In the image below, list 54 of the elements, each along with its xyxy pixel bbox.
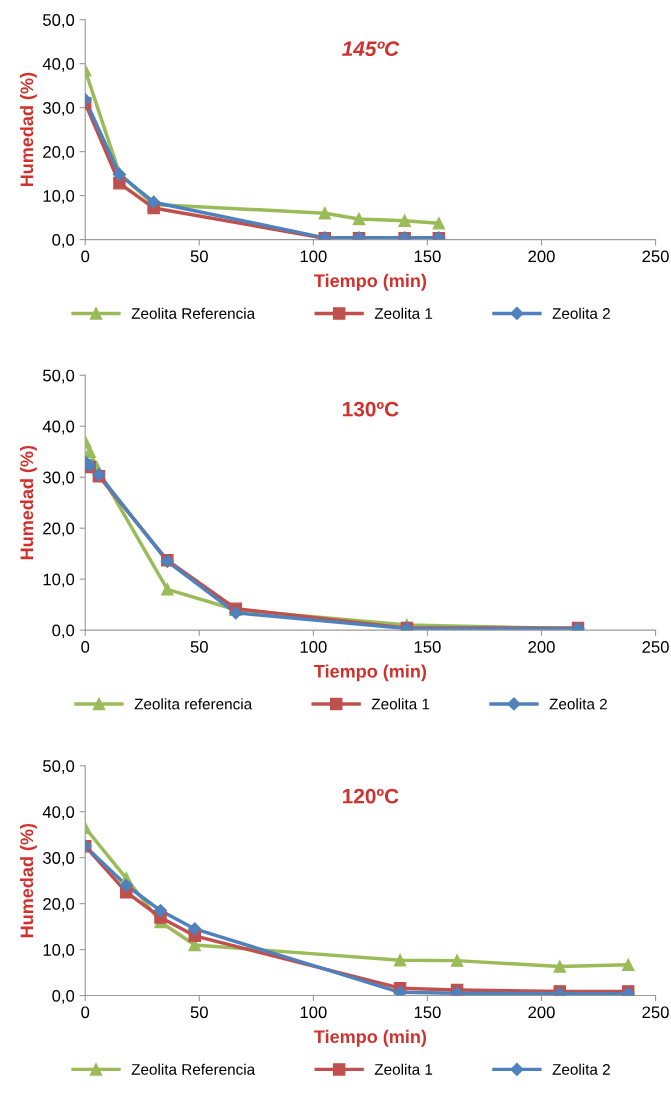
x-tick-label: 250 — [642, 1006, 669, 1019]
y-tick-label: 50,0 — [43, 760, 75, 774]
x-tick-label: 150 — [414, 641, 441, 653]
y-tick-label: 10,0 — [43, 190, 75, 204]
y-tick-label: 30,0 — [43, 471, 75, 486]
x-tick-label: 250 — [642, 250, 669, 263]
y-tick-label: 30,0 — [43, 852, 75, 866]
x-axis-title: Tiempo (min) — [314, 664, 427, 682]
x-tick-label: 150 — [414, 1006, 441, 1019]
legend-label: Zeolita 2 — [552, 307, 610, 319]
x-tick-label: 200 — [528, 641, 555, 653]
legend-label: Zeolita Referencia — [131, 307, 256, 319]
x-tick-label: 200 — [528, 250, 555, 263]
y-tick-label: 40,0 — [42, 420, 75, 435]
y-tick-label: 40,0 — [42, 58, 75, 72]
y-axis-title: Humedad (%) — [19, 823, 37, 938]
x-tick-label: 50 — [190, 250, 208, 263]
x-tick-label: 50 — [190, 1006, 208, 1019]
x-tick-label: 150 — [414, 250, 441, 263]
y-tick-label: 30,0 — [43, 102, 75, 116]
legend-label: Zeolita 2 — [549, 698, 607, 710]
y-tick-label: 0,0 — [52, 989, 75, 1004]
x-tick-label: 50 — [190, 641, 208, 653]
x-tick-label: 100 — [300, 641, 327, 653]
text: 145ºC — [342, 41, 400, 57]
y-tick-label: 40,0 — [42, 806, 75, 820]
y-tick-label: 20,0 — [43, 146, 75, 160]
y-tick-label: 50,0 — [43, 369, 75, 384]
y-tick-label: 20,0 — [43, 522, 75, 537]
x-tick-label: 100 — [300, 250, 327, 263]
y-axis-title: Humedad (%) — [19, 72, 37, 187]
y-tick-label: 10,0 — [43, 943, 75, 958]
y-tick-label: 20,0 — [43, 898, 75, 912]
y-tick-label: 0,0 — [52, 233, 75, 248]
x-axis-title: Tiempo (min) — [314, 273, 427, 291]
x-tick-label: 0 — [81, 250, 90, 263]
x-tick-label: 0 — [81, 641, 90, 653]
x-tick-label: 100 — [300, 1006, 327, 1019]
legend-label: Zeolita 1 — [374, 1063, 433, 1075]
legend-label: Zeolita 1 — [371, 698, 430, 710]
y-tick-label: 10,0 — [43, 573, 75, 588]
x-tick-label: 0 — [81, 1006, 90, 1019]
legend-label: Zeolita 1 — [374, 307, 433, 319]
y-tick-label: 0,0 — [52, 624, 75, 639]
y-axis-title: Humedad (%) — [19, 445, 37, 560]
text: 130ºC — [343, 401, 399, 417]
legend-label: Zeolita 2 — [552, 1063, 610, 1075]
legend-label: Zeolita referencia — [134, 698, 253, 710]
legend-label: Zeolita Referencia — [131, 1063, 256, 1075]
text: 120ºC — [343, 788, 399, 804]
x-tick-label: 250 — [642, 641, 669, 653]
x-tick-label: 200 — [528, 1006, 555, 1019]
y-tick-label: 50,0 — [43, 14, 75, 28]
x-axis-title: Tiempo (min) — [314, 1029, 427, 1047]
